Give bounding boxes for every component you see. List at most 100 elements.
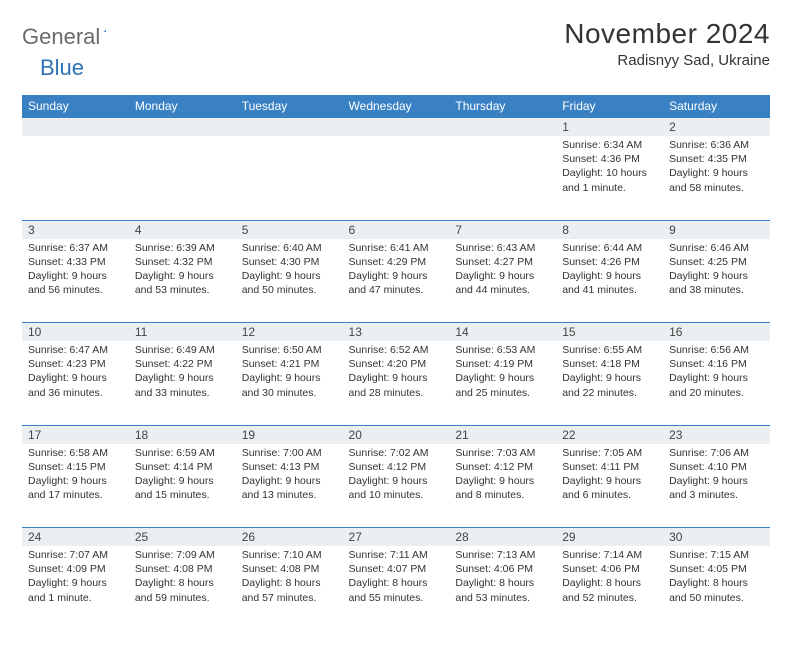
day-info: Sunrise: 7:05 AMSunset: 4:11 PMDaylight:…: [556, 444, 663, 507]
week-row: Sunrise: 7:07 AMSunset: 4:09 PMDaylight:…: [22, 546, 770, 630]
day-number-cell: 24: [22, 528, 129, 547]
day-cell: Sunrise: 7:09 AMSunset: 4:08 PMDaylight:…: [129, 546, 236, 630]
day-number-cell: 13: [343, 323, 450, 342]
day-info: Sunrise: 7:07 AMSunset: 4:09 PMDaylight:…: [22, 546, 129, 609]
day-cell: Sunrise: 7:02 AMSunset: 4:12 PMDaylight:…: [343, 444, 450, 528]
day-cell: [236, 136, 343, 220]
day-number-cell: 23: [663, 425, 770, 444]
day-number-cell: 25: [129, 528, 236, 547]
day-cell: Sunrise: 6:44 AMSunset: 4:26 PMDaylight:…: [556, 239, 663, 323]
day-number-cell: 30: [663, 528, 770, 547]
day-cell: Sunrise: 6:39 AMSunset: 4:32 PMDaylight:…: [129, 239, 236, 323]
calendar-page: General November 2024 Radisnyy Sad, Ukra…: [0, 0, 792, 648]
day-cell: Sunrise: 7:05 AMSunset: 4:11 PMDaylight:…: [556, 444, 663, 528]
logo: General: [22, 18, 125, 50]
day-info: Sunrise: 6:58 AMSunset: 4:15 PMDaylight:…: [22, 444, 129, 507]
day-cell: Sunrise: 7:10 AMSunset: 4:08 PMDaylight:…: [236, 546, 343, 630]
day-info: Sunrise: 6:44 AMSunset: 4:26 PMDaylight:…: [556, 239, 663, 302]
day-cell: Sunrise: 6:49 AMSunset: 4:22 PMDaylight:…: [129, 341, 236, 425]
day-info: Sunrise: 6:55 AMSunset: 4:18 PMDaylight:…: [556, 341, 663, 404]
day-number-cell: 28: [449, 528, 556, 547]
day-number-cell: 10: [22, 323, 129, 342]
logo-word2: Blue: [40, 55, 84, 81]
day-info: Sunrise: 7:02 AMSunset: 4:12 PMDaylight:…: [343, 444, 450, 507]
day-header: Tuesday: [236, 95, 343, 118]
day-number-cell: 14: [449, 323, 556, 342]
day-number-cell: 8: [556, 220, 663, 239]
week-row: Sunrise: 6:37 AMSunset: 4:33 PMDaylight:…: [22, 239, 770, 323]
day-info: Sunrise: 6:46 AMSunset: 4:25 PMDaylight:…: [663, 239, 770, 302]
day-cell: Sunrise: 7:15 AMSunset: 4:05 PMDaylight:…: [663, 546, 770, 630]
day-cell: Sunrise: 7:07 AMSunset: 4:09 PMDaylight:…: [22, 546, 129, 630]
day-number-cell: 17: [22, 425, 129, 444]
day-number-cell: 12: [236, 323, 343, 342]
logo-word1: General: [22, 24, 100, 50]
day-number-cell: 20: [343, 425, 450, 444]
day-cell: Sunrise: 6:34 AMSunset: 4:36 PMDaylight:…: [556, 136, 663, 220]
day-cell: Sunrise: 7:00 AMSunset: 4:13 PMDaylight:…: [236, 444, 343, 528]
daynum-row: 3456789: [22, 220, 770, 239]
day-info: Sunrise: 7:03 AMSunset: 4:12 PMDaylight:…: [449, 444, 556, 507]
day-number-cell: 27: [343, 528, 450, 547]
day-cell: Sunrise: 6:47 AMSunset: 4:23 PMDaylight:…: [22, 341, 129, 425]
day-number-cell: 16: [663, 323, 770, 342]
day-number-cell: 15: [556, 323, 663, 342]
day-info: Sunrise: 6:36 AMSunset: 4:35 PMDaylight:…: [663, 136, 770, 199]
day-header: Friday: [556, 95, 663, 118]
day-cell: Sunrise: 7:13 AMSunset: 4:06 PMDaylight:…: [449, 546, 556, 630]
day-info: Sunrise: 7:09 AMSunset: 4:08 PMDaylight:…: [129, 546, 236, 609]
day-info: Sunrise: 6:40 AMSunset: 4:30 PMDaylight:…: [236, 239, 343, 302]
day-cell: Sunrise: 6:36 AMSunset: 4:35 PMDaylight:…: [663, 136, 770, 220]
day-header: Thursday: [449, 95, 556, 118]
day-number-cell: 1: [556, 118, 663, 137]
day-info: Sunrise: 7:06 AMSunset: 4:10 PMDaylight:…: [663, 444, 770, 507]
day-info: Sunrise: 6:50 AMSunset: 4:21 PMDaylight:…: [236, 341, 343, 404]
day-info: Sunrise: 7:00 AMSunset: 4:13 PMDaylight:…: [236, 444, 343, 507]
day-number-cell: 4: [129, 220, 236, 239]
day-number-cell: 9: [663, 220, 770, 239]
day-cell: Sunrise: 7:06 AMSunset: 4:10 PMDaylight:…: [663, 444, 770, 528]
day-number-cell: 6: [343, 220, 450, 239]
day-number-cell: 19: [236, 425, 343, 444]
calendar-table: SundayMondayTuesdayWednesdayThursdayFrid…: [22, 95, 770, 630]
day-info: Sunrise: 6:53 AMSunset: 4:19 PMDaylight:…: [449, 341, 556, 404]
day-header: Saturday: [663, 95, 770, 118]
day-header: Monday: [129, 95, 236, 118]
day-info: Sunrise: 7:11 AMSunset: 4:07 PMDaylight:…: [343, 546, 450, 609]
day-info: Sunrise: 6:52 AMSunset: 4:20 PMDaylight:…: [343, 341, 450, 404]
day-cell: Sunrise: 7:14 AMSunset: 4:06 PMDaylight:…: [556, 546, 663, 630]
day-cell: Sunrise: 6:37 AMSunset: 4:33 PMDaylight:…: [22, 239, 129, 323]
day-info: Sunrise: 6:47 AMSunset: 4:23 PMDaylight:…: [22, 341, 129, 404]
day-number-cell: 29: [556, 528, 663, 547]
day-cell: [343, 136, 450, 220]
calendar-body: 12Sunrise: 6:34 AMSunset: 4:36 PMDayligh…: [22, 118, 770, 631]
days-of-week-row: SundayMondayTuesdayWednesdayThursdayFrid…: [22, 95, 770, 118]
title-block: November 2024 Radisnyy Sad, Ukraine: [564, 18, 770, 69]
day-info: Sunrise: 6:43 AMSunset: 4:27 PMDaylight:…: [449, 239, 556, 302]
day-number-cell: 26: [236, 528, 343, 547]
day-number-cell: [22, 118, 129, 137]
day-cell: Sunrise: 6:52 AMSunset: 4:20 PMDaylight:…: [343, 341, 450, 425]
day-cell: Sunrise: 7:11 AMSunset: 4:07 PMDaylight:…: [343, 546, 450, 630]
day-number-cell: 22: [556, 425, 663, 444]
daynum-row: 17181920212223: [22, 425, 770, 444]
day-number-cell: 11: [129, 323, 236, 342]
day-info: Sunrise: 7:14 AMSunset: 4:06 PMDaylight:…: [556, 546, 663, 609]
location: Radisnyy Sad, Ukraine: [564, 52, 770, 69]
day-cell: Sunrise: 6:40 AMSunset: 4:30 PMDaylight:…: [236, 239, 343, 323]
day-cell: Sunrise: 6:50 AMSunset: 4:21 PMDaylight:…: [236, 341, 343, 425]
day-number-cell: 2: [663, 118, 770, 137]
day-header: Sunday: [22, 95, 129, 118]
day-info: Sunrise: 6:34 AMSunset: 4:36 PMDaylight:…: [556, 136, 663, 199]
day-cell: Sunrise: 6:55 AMSunset: 4:18 PMDaylight:…: [556, 341, 663, 425]
daynum-row: 10111213141516: [22, 323, 770, 342]
day-cell: [22, 136, 129, 220]
day-number-cell: [343, 118, 450, 137]
day-info: Sunrise: 6:41 AMSunset: 4:29 PMDaylight:…: [343, 239, 450, 302]
day-number-cell: 18: [129, 425, 236, 444]
day-info: Sunrise: 7:15 AMSunset: 4:05 PMDaylight:…: [663, 546, 770, 609]
day-cell: [449, 136, 556, 220]
day-number-cell: 3: [22, 220, 129, 239]
day-info: Sunrise: 6:49 AMSunset: 4:22 PMDaylight:…: [129, 341, 236, 404]
day-cell: [129, 136, 236, 220]
